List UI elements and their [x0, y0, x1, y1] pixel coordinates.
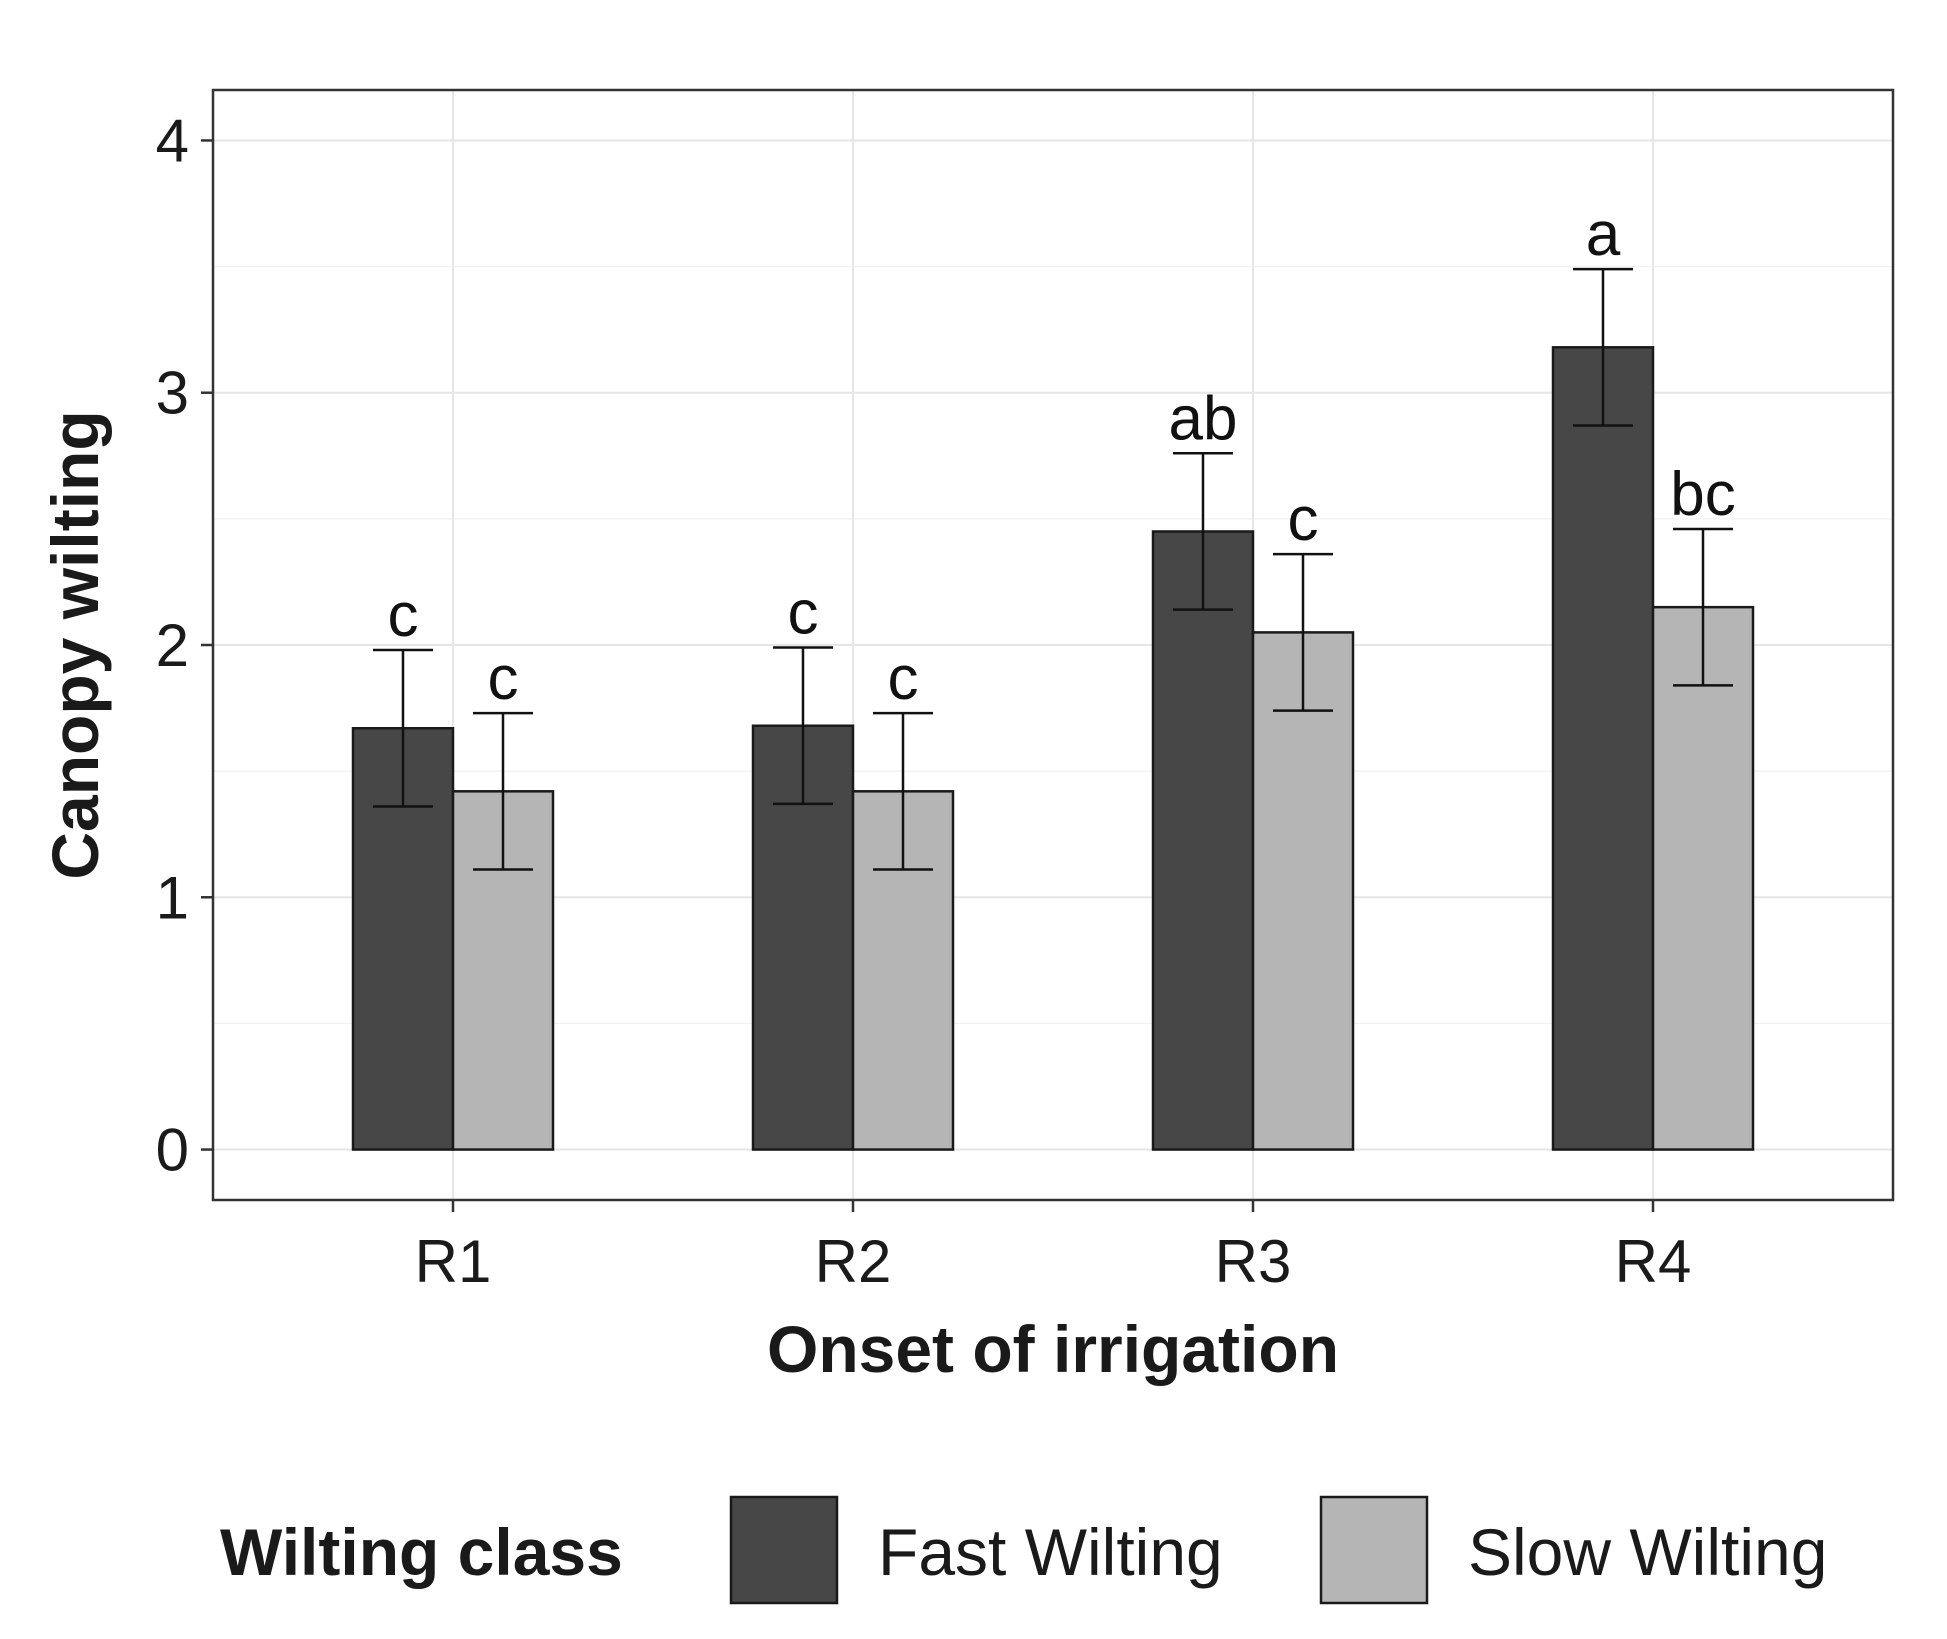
y-tick-label: 3: [156, 360, 189, 427]
significance-label: a: [1586, 200, 1621, 269]
legend-key-slow-wilting: [1319, 1495, 1429, 1605]
error-bar: [773, 646, 833, 806]
x-tick-label-r1: R1: [415, 1228, 492, 1295]
legend-key-fast-wilting: [729, 1495, 839, 1605]
error-bar: [873, 711, 933, 871]
y-tick-label: 1: [156, 864, 189, 931]
bar-slow-wilting-r3: [1251, 631, 1355, 1151]
y-tick-label: 4: [156, 107, 189, 174]
significance-label: c: [788, 579, 819, 648]
bars: [351, 346, 1755, 1151]
significance-label: c: [488, 644, 519, 713]
x-tick-label-r3: R3: [1215, 1228, 1292, 1295]
y-axis-title: Canopy wilting: [38, 410, 112, 879]
y-tick-label: 2: [156, 612, 189, 679]
error-bar: [1273, 552, 1333, 712]
error-bar: [473, 711, 533, 871]
significance-label: bc: [1670, 460, 1735, 529]
x-tick-label-r2: R2: [815, 1228, 892, 1295]
legend-title: Wilting class: [220, 1515, 623, 1589]
bar-fast-wilting-r3: [1151, 530, 1255, 1151]
significance-label: ab: [1169, 384, 1238, 453]
error-bar: [1673, 527, 1733, 687]
error-bar: [1573, 267, 1633, 427]
error-bar: [1173, 452, 1233, 611]
legend-label-fast-wilting: Fast Wilting: [878, 1515, 1223, 1589]
error-bar: [373, 648, 433, 808]
significance-label: c: [1288, 485, 1319, 554]
bar-fast-wilting-r4: [1551, 346, 1655, 1151]
bar-slow-wilting-r4: [1651, 605, 1755, 1151]
error-bars: [373, 267, 1733, 871]
axes: 0 1 2 3 4 R1 R2 R3 R4: [156, 107, 1692, 1295]
legend-label-slow-wilting: Slow Wilting: [1468, 1515, 1827, 1589]
x-tick-label-r4: R4: [1615, 1228, 1692, 1295]
x-axis-title: Onset of irrigation: [767, 1312, 1339, 1386]
significance-label: c: [388, 581, 419, 650]
legend: Wilting class Fast Wilting Slow Wilting: [220, 1495, 1827, 1605]
y-tick-label: 0: [156, 1117, 189, 1184]
significance-label: c: [888, 644, 919, 713]
bar-fast-wilting-r2: [751, 724, 855, 1151]
